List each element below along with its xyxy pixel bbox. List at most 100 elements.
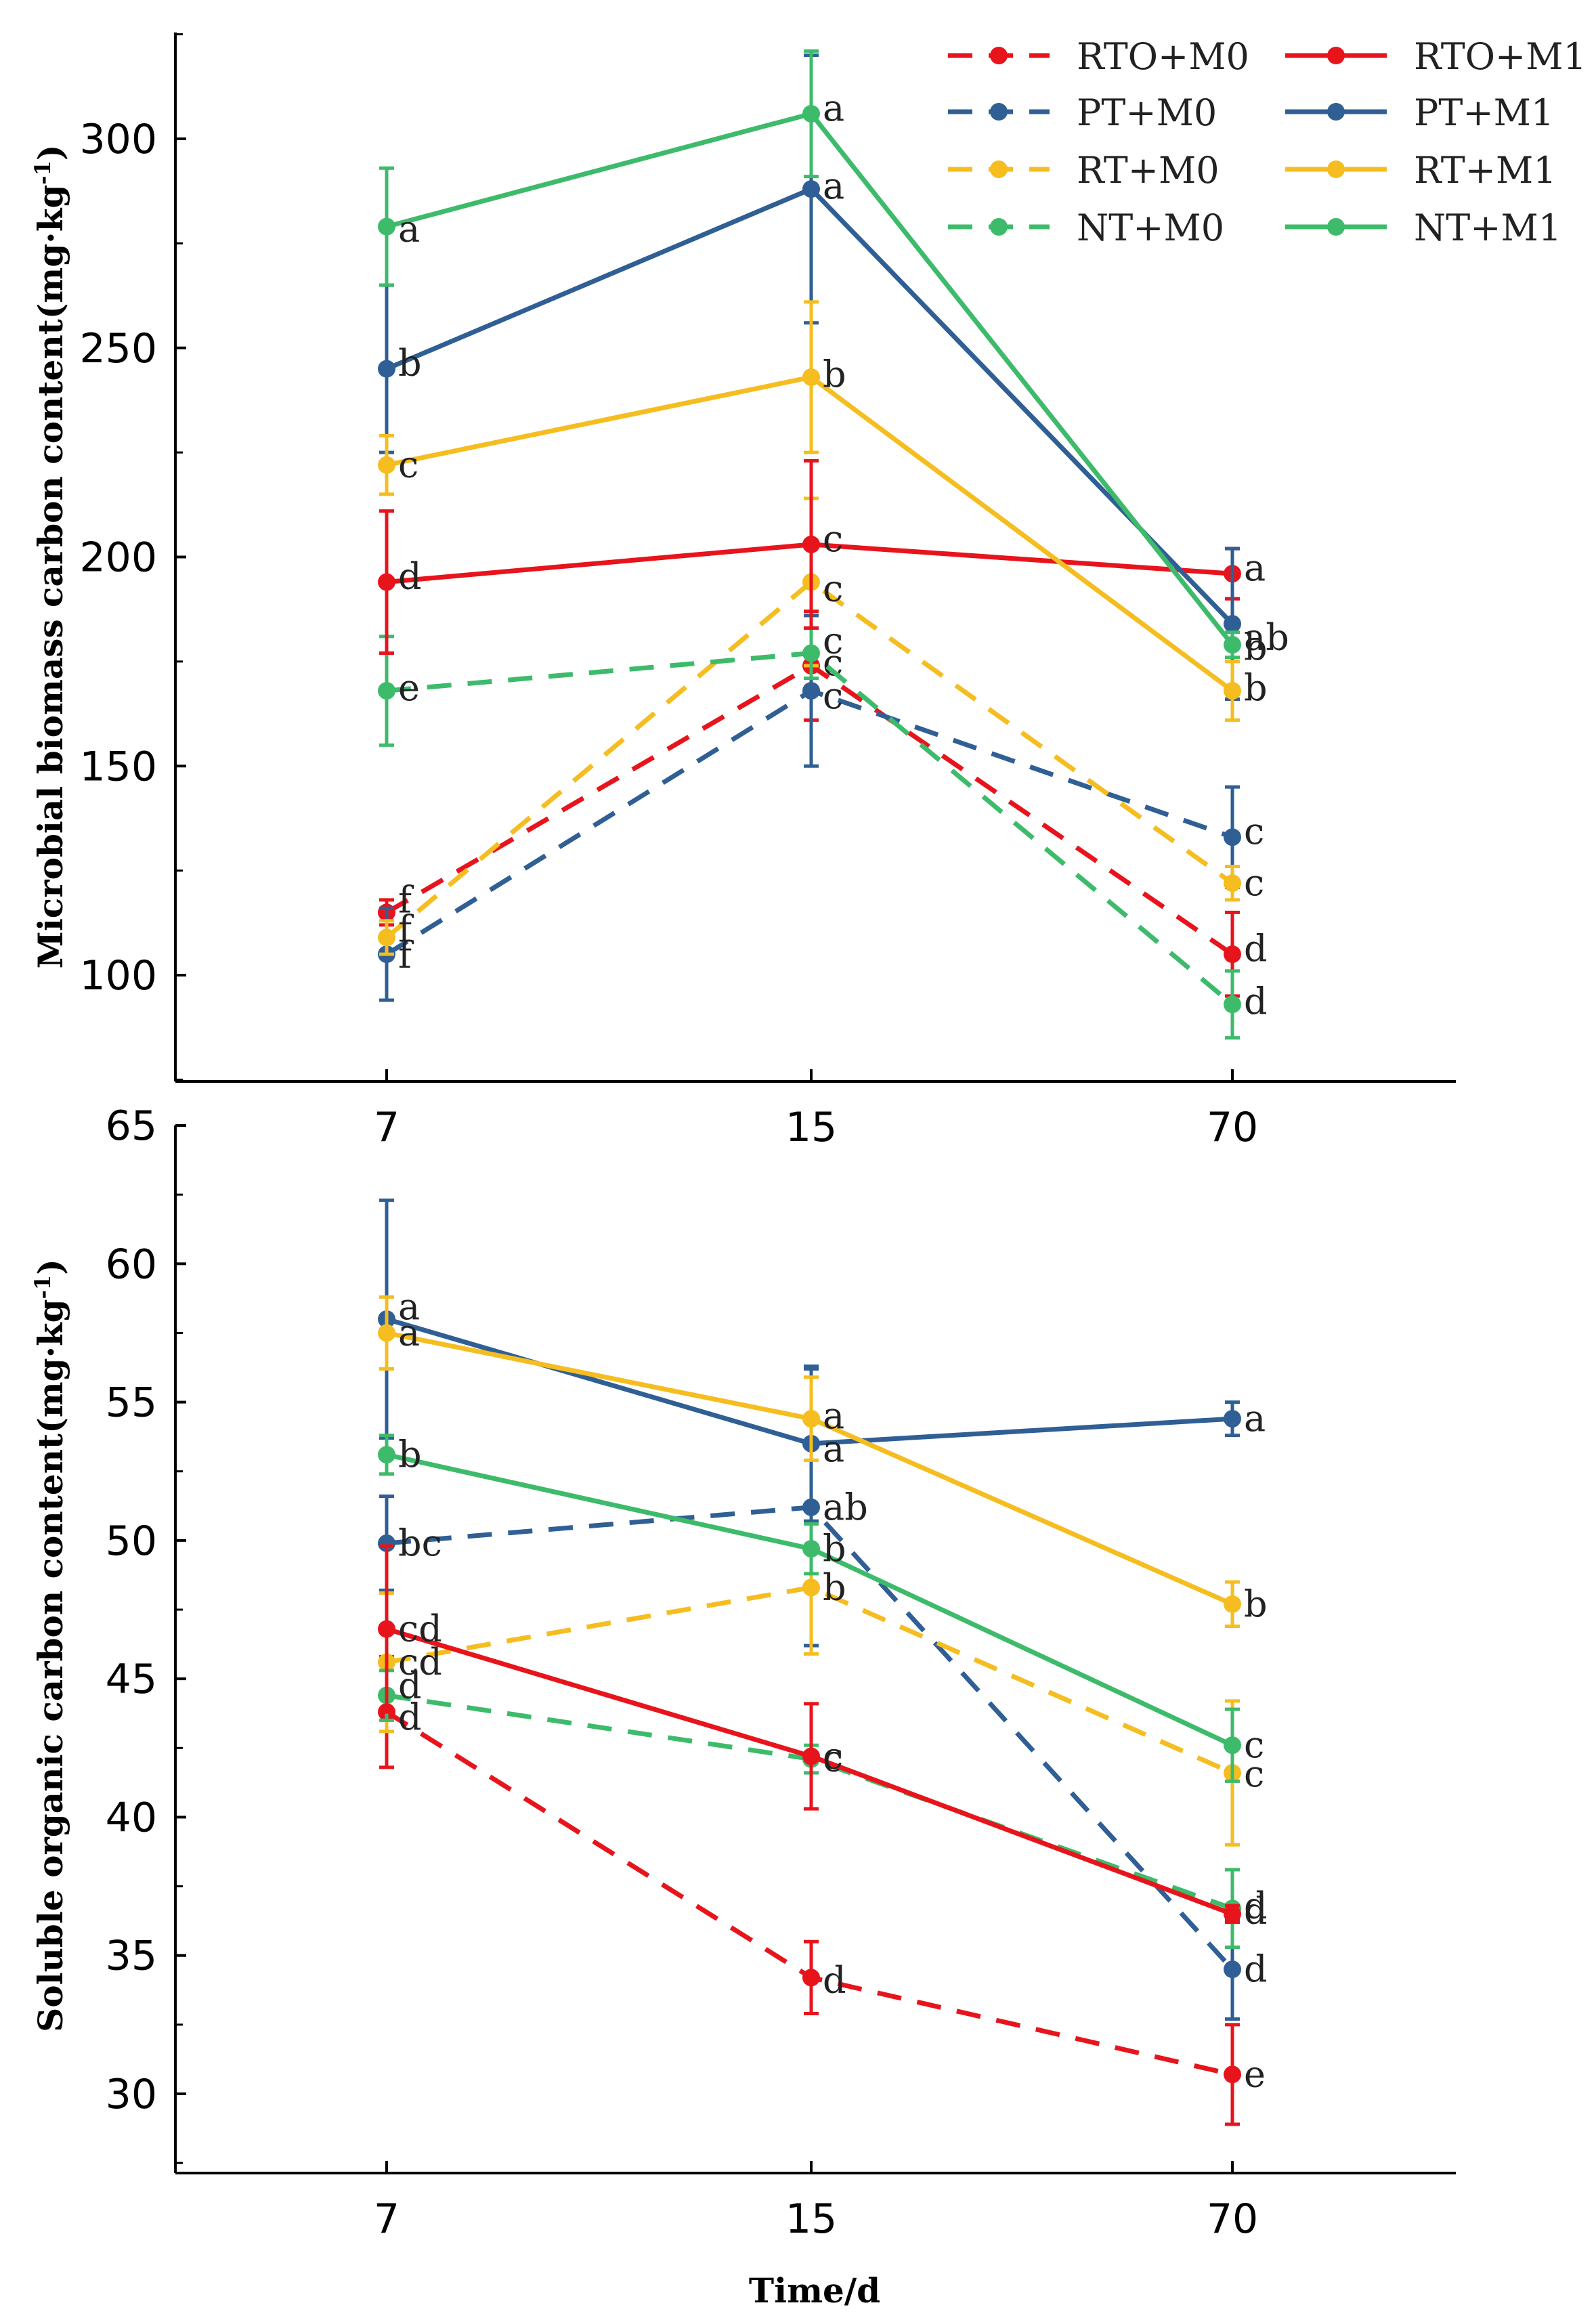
series-rt-m1: c b b (378, 300, 1268, 722)
data-point (378, 1446, 395, 1464)
data-point (378, 360, 395, 378)
data-point (1224, 615, 1241, 633)
significance-letter: e (398, 666, 420, 709)
legend-item-rt-m1: RT+M1 (1285, 149, 1557, 192)
data-point (802, 535, 820, 553)
data-point (1224, 682, 1241, 700)
data-point (1224, 1595, 1241, 1613)
y-tick-label: 35 (106, 1933, 157, 1980)
y-tick-label: 65 (106, 1102, 157, 1150)
significance-letter: d (1244, 1948, 1268, 1990)
legend-label: PT+M0 (1077, 91, 1217, 134)
significance-letter: d (398, 555, 422, 598)
significance-letter: a (823, 1427, 844, 1470)
x-tick-label: 7 (374, 2195, 400, 2243)
y-tick-label: 60 (106, 1241, 157, 1288)
data-point (1224, 636, 1241, 654)
significance-letter: c (823, 517, 843, 560)
data-point (802, 104, 820, 123)
soc-ylabel: Soluble organic carbon content(mg·kg-1) (30, 1259, 70, 2032)
data-point (378, 682, 395, 700)
significance-letter: c (823, 674, 843, 717)
significance-letter: b (1244, 666, 1268, 709)
series-nt-m1: aab (378, 49, 1268, 668)
data-point (802, 644, 820, 662)
significance-letter: c (1244, 1753, 1264, 1795)
y-tick-label: 300 (79, 116, 157, 163)
y-tick-label: 45 (106, 1656, 157, 1703)
data-point (802, 1747, 820, 1765)
significance-letter: c (1244, 810, 1264, 853)
significance-letter: a (823, 1394, 844, 1437)
significance-letter: c (823, 1735, 843, 1778)
series-rto-m1: d c a (378, 458, 1266, 656)
x-tick-label: 70 (1207, 2195, 1258, 2243)
legend-item-pt-m0: PT+M0 (948, 91, 1217, 134)
significance-letter: e (1244, 2053, 1266, 2095)
legend-marker (1327, 160, 1345, 178)
data-point (802, 1410, 820, 1428)
significance-letter: d (398, 1664, 422, 1707)
significance-letter: c (398, 444, 418, 486)
legend-item-rt-m0: RT+M0 (948, 149, 1220, 192)
x-tick-label: 7 (374, 1104, 400, 1151)
legend-label: RT+M1 (1414, 149, 1557, 192)
data-point (1224, 1905, 1241, 1923)
series-line (385, 580, 1234, 940)
significance-letter: cd (398, 1641, 442, 1683)
data-point (1224, 1736, 1241, 1755)
y-tick-label: 250 (79, 325, 157, 372)
legend: RTO+M0 RTO+M1 PT+M0 PT+M1 RT+M0 RT+M1 NT+M0 NT+… (948, 35, 1587, 249)
significance-letter: d (1244, 980, 1268, 1023)
data-point (802, 1578, 820, 1597)
legend-marker (990, 103, 1008, 121)
data-point (1224, 828, 1241, 846)
legend-marker (990, 160, 1008, 178)
significance-letter: d (398, 1696, 422, 1738)
significance-letter: b (398, 342, 422, 385)
series-nt-m1: bbc (378, 1433, 1264, 1783)
significance-letter: d (1244, 1889, 1268, 1932)
data-point (378, 456, 395, 474)
legend-marker (1327, 47, 1345, 64)
data-point (1224, 1410, 1241, 1428)
significance-letter: b (823, 353, 846, 395)
significance-letter: b (398, 1433, 422, 1476)
data-point (1224, 1960, 1241, 1979)
legend-marker (990, 218, 1008, 236)
x-tick-label: 70 (1207, 1104, 1258, 1151)
legend-label: NT+M0 (1077, 207, 1224, 249)
significance-letter: a (398, 1311, 420, 1354)
significance-letter: cd (398, 1608, 442, 1650)
mbc-tick-group: 100 150 200 250 300 7 15 70 (79, 33, 1258, 1151)
significance-letter: c (1244, 1723, 1264, 1766)
y-tick-label: 100 (79, 952, 157, 1000)
y-tick-label: 50 (106, 1518, 157, 1565)
data-point (378, 217, 395, 236)
data-point (802, 180, 820, 198)
significance-letter: bc (398, 1522, 442, 1564)
legend-label: PT+M1 (1414, 91, 1554, 134)
y-tick-label: 200 (79, 534, 157, 582)
significance-letter: c (823, 1738, 843, 1780)
legend-label: RT+M0 (1077, 149, 1220, 192)
y-tick-label: 30 (106, 2071, 157, 2118)
soc-axes (174, 1125, 1456, 2174)
mbc-ylabel-group: Microbial biomass carbon content(mg·kg-1… (30, 144, 70, 968)
legend-item-rto-m0: RTO+M0 (948, 35, 1249, 78)
significance-letter: d (823, 1958, 846, 2001)
data-point (802, 1540, 820, 1558)
significance-letter: b (823, 1566, 846, 1608)
legend-item-nt-m1: NT+M1 (1285, 207, 1561, 249)
y-tick-label: 150 (79, 743, 157, 790)
significance-letter: a (1244, 1397, 1266, 1440)
series-rt-m1: aab (378, 1295, 1268, 1629)
legend-label: RTO+M0 (1077, 35, 1249, 78)
legend-item-rto-m1: RTO+M1 (1285, 35, 1587, 78)
significance-letter: a (823, 87, 844, 129)
data-point (378, 573, 395, 591)
data-point (802, 1969, 820, 1987)
legend-item-pt-m1: PT+M1 (1285, 91, 1554, 134)
significance-letter: b (1244, 1583, 1268, 1625)
data-point (378, 1620, 395, 1638)
